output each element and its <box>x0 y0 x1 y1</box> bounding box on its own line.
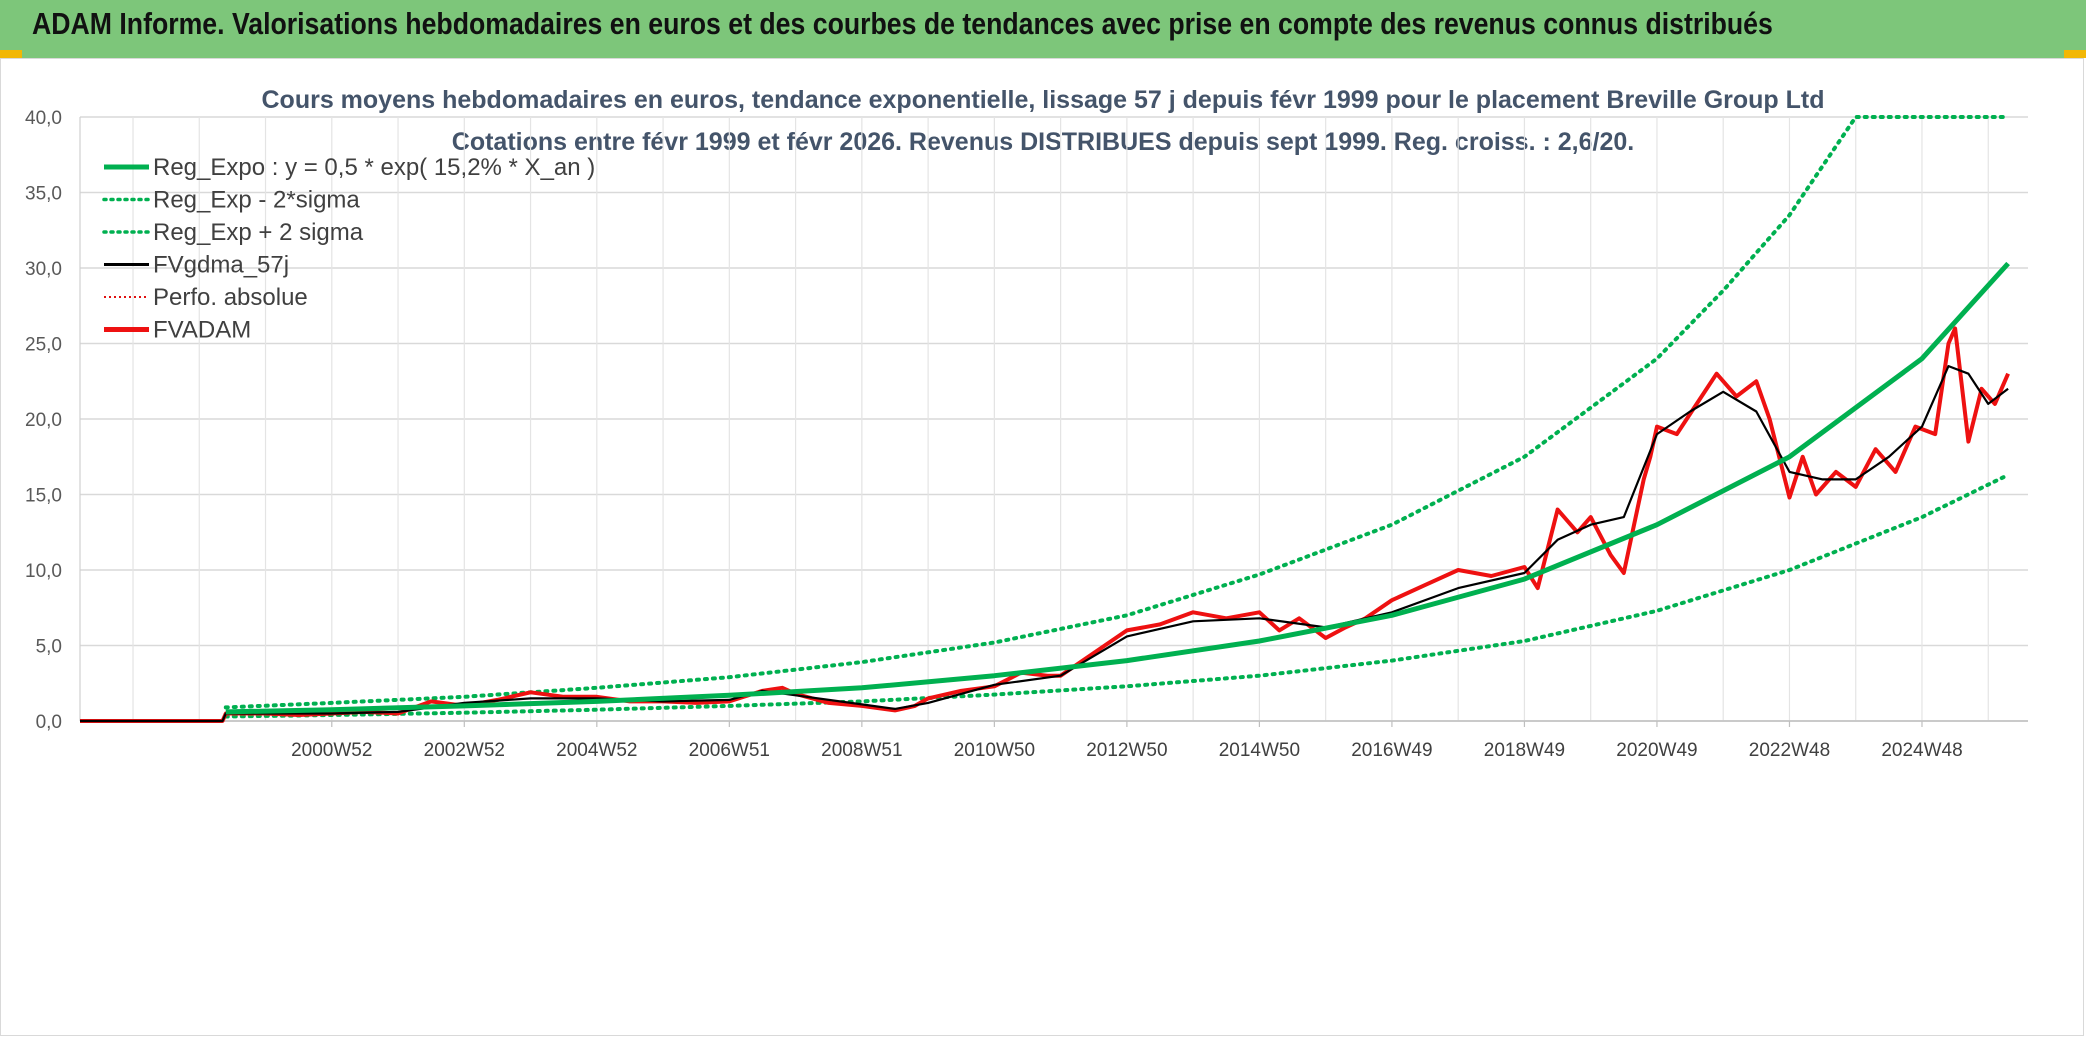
series-line-reg_expo <box>225 261 2010 715</box>
x-tick-label: 2002W52 <box>424 740 505 761</box>
y-tick-label: 40,0 <box>25 108 62 129</box>
y-tick-label: 25,0 <box>25 335 62 356</box>
x-tick-label: 2022W48 <box>1749 740 1830 761</box>
banner-corner-left <box>0 50 22 58</box>
legend-label-perfo: Perfo. absolue <box>153 284 308 311</box>
series-line-reg_high <box>223 115 2011 710</box>
line-chart: Cours moyens hebdomadaires en euros, ten… <box>25 86 2028 761</box>
x-tick-label: 2018W49 <box>1484 740 1565 761</box>
banner-corner-right <box>2064 50 2086 58</box>
y-tick-label: 10,0 <box>25 561 62 582</box>
x-tick-label: 2012W50 <box>1086 740 1167 761</box>
legend-label-reg_expo: Reg_Expo : y = 0,5 * exp( 15,2% * X_an ) <box>153 154 595 181</box>
series-line-fvgdma <box>80 365 2009 723</box>
x-tick-label: 2000W52 <box>291 740 372 761</box>
chart-subtitle: Cotations entre févr 1999 et févr 2026. … <box>452 128 1634 156</box>
x-tick-label: 2014W50 <box>1219 740 1300 761</box>
series <box>80 115 2011 723</box>
x-tick-label: 2010W50 <box>954 740 1035 761</box>
x-tick-label: 2016W49 <box>1351 740 1432 761</box>
y-tick-label: 0,0 <box>36 712 62 733</box>
axes: 0,0 5,0 10,0 15,0 20,0 25,0 30,0 35,0 40,0 2000W5… <box>25 108 2028 761</box>
chart-frame: Cours moyens hebdomadaires en euros, ten… <box>0 58 2084 1036</box>
banner-title: ADAM Informe. Valorisations hebdomadaire… <box>32 6 1773 41</box>
legend-label-fvgdma: FVgdma_57j <box>153 252 289 279</box>
legend-label-fvadam: FVADAM <box>153 317 251 344</box>
report-banner: ADAM Informe. Valorisations hebdomadaire… <box>0 0 2086 58</box>
y-tick-label: 15,0 <box>25 486 62 507</box>
x-tick-label: 2006W51 <box>689 740 770 761</box>
series-line-reg_low <box>223 472 2011 719</box>
y-tick-label: 30,0 <box>25 259 62 280</box>
y-tick-label: 20,0 <box>25 410 62 431</box>
legend-label-reg_low: Reg_Exp - 2*sigma <box>153 187 360 214</box>
x-tick-label: 2004W52 <box>556 740 637 761</box>
x-tick-label: 2020W49 <box>1616 740 1697 761</box>
y-tick-label: 5,0 <box>36 637 62 658</box>
grid <box>80 116 2028 722</box>
x-tick-label: 2008W51 <box>821 740 902 761</box>
chart-title: Cours moyens hebdomadaires en euros, ten… <box>262 86 1825 114</box>
legend: Reg_Expo : y = 0,5 * exp( 15,2% * X_an )… <box>102 154 595 344</box>
y-tick-label: 35,0 <box>25 184 62 205</box>
x-tick-label: 2024W48 <box>1881 740 1962 761</box>
legend-label-reg_high: Reg_Exp + 2 sigma <box>153 219 364 246</box>
series-line-fvadam <box>80 326 2010 723</box>
